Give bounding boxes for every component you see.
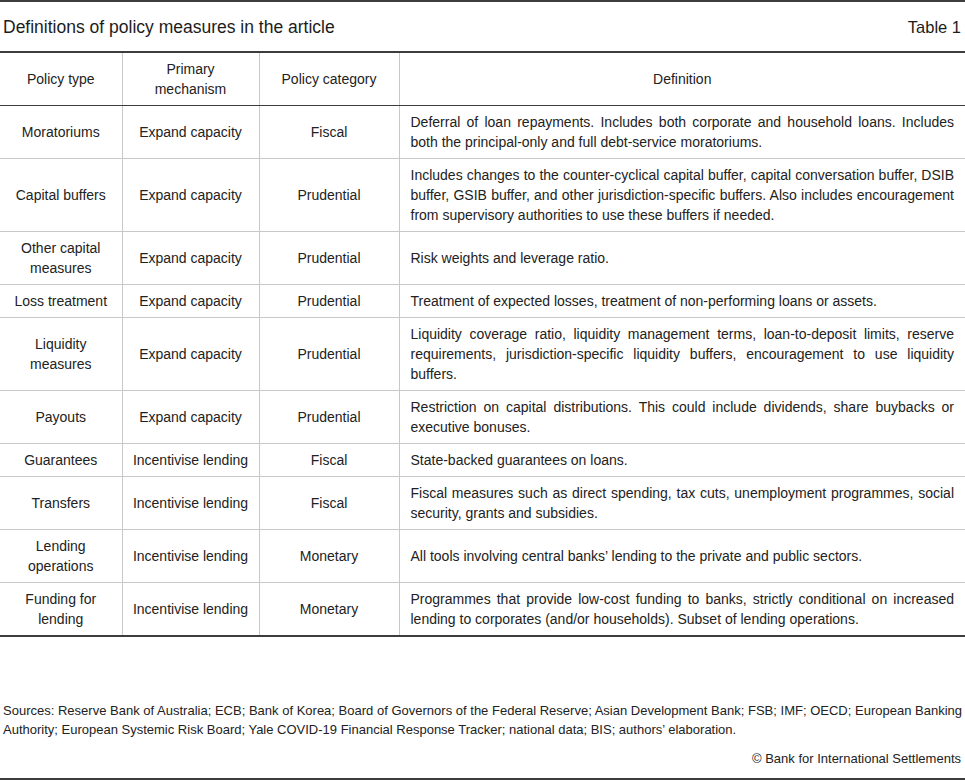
definition-cell: Liquidity coverage ratio, liquidity mana… (399, 318, 965, 391)
primary-mechanism-cell: Incentivise lending (122, 444, 259, 477)
table-row: Transfers Incentivise lending Fiscal Fis… (0, 477, 965, 530)
definition-cell: Deferral of loan repayments. Includes bo… (399, 106, 965, 159)
primary-mechanism-cell: Expand capacity (122, 391, 259, 444)
definition-cell: Risk weights and leverage ratio. (399, 232, 965, 285)
policy-category-cell: Prudential (259, 232, 399, 285)
table-row: Lending operations Incentivise lending M… (0, 530, 965, 583)
sources-note: Sources: Reserve Bank of Australia; ECB;… (0, 692, 965, 741)
table-row: Other capital measures Expand capacity P… (0, 232, 965, 285)
policy-category-cell: Monetary (259, 530, 399, 583)
policy-type-cell: Loss treatment (0, 285, 122, 318)
table-body: Moratoriums Expand capacity Fiscal Defer… (0, 106, 965, 637)
table-row: Liquidity measures Expand capacity Prude… (0, 318, 965, 391)
policy-type-cell: Other capital measures (0, 232, 122, 285)
table-row: Funding for lending Incentivise lending … (0, 583, 965, 637)
copyright-line: © Bank for International Settlements (0, 741, 965, 778)
definition-cell: Fiscal measures such as direct spending,… (399, 477, 965, 530)
definition-cell: Treatment of expected losses, treatment … (399, 285, 965, 318)
policy-type-cell: Guarantees (0, 444, 122, 477)
table-row: Capital buffers Expand capacity Prudenti… (0, 159, 965, 232)
table-header-row: Policy type Primary mechanism Policy cat… (0, 52, 965, 106)
table-row: Loss treatment Expand capacity Prudentia… (0, 285, 965, 318)
primary-mechanism-cell: Expand capacity (122, 106, 259, 159)
policy-category-cell: Prudential (259, 159, 399, 232)
table-number-label: Table 1 (908, 18, 961, 37)
primary-mechanism-cell: Expand capacity (122, 318, 259, 391)
primary-mechanism-cell: Incentivise lending (122, 530, 259, 583)
table-row: Payouts Expand capacity Prudential Restr… (0, 391, 965, 444)
header-cell-policy-category: Policy category (259, 52, 399, 106)
policy-category-cell: Fiscal (259, 477, 399, 530)
definition-cell: Programmes that provide low-cost funding… (399, 583, 965, 637)
policy-category-cell: Monetary (259, 583, 399, 637)
definition-cell: State-backed guarantees on loans. (399, 444, 965, 477)
policy-category-cell: Fiscal (259, 444, 399, 477)
policy-type-cell: Transfers (0, 477, 122, 530)
policy-category-cell: Prudential (259, 318, 399, 391)
header-cell-policy-type: Policy type (0, 52, 122, 106)
policy-type-cell: Moratoriums (0, 106, 122, 159)
policy-measures-table: Policy type Primary mechanism Policy cat… (0, 51, 965, 637)
definition-cell: Includes changes to the counter-cyclical… (399, 159, 965, 232)
policy-category-cell: Fiscal (259, 106, 399, 159)
title-row: Definitions of policy measures in the ar… (0, 2, 965, 51)
policy-type-cell: Lending operations (0, 530, 122, 583)
header-cell-primary-mechanism: Primary mechanism (122, 52, 259, 106)
definition-cell: Restriction on capital distributions. Th… (399, 391, 965, 444)
table-row: Guarantees Incentivise lending Fiscal St… (0, 444, 965, 477)
table-footer: Sources: Reserve Bank of Australia; ECB;… (0, 692, 965, 778)
policy-type-cell: Funding for lending (0, 583, 122, 637)
table-row: Moratoriums Expand capacity Fiscal Defer… (0, 106, 965, 159)
table-page: Definitions of policy measures in the ar… (0, 0, 965, 780)
page-title: Definitions of policy measures in the ar… (3, 17, 335, 38)
definition-cell: All tools involving central banks’ lendi… (399, 530, 965, 583)
policy-type-cell: Liquidity measures (0, 318, 122, 391)
policy-type-cell: Payouts (0, 391, 122, 444)
primary-mechanism-cell: Expand capacity (122, 285, 259, 318)
primary-mechanism-cell: Expand capacity (122, 159, 259, 232)
primary-mechanism-cell: Expand capacity (122, 232, 259, 285)
policy-category-cell: Prudential (259, 285, 399, 318)
header-cell-definition: Definition (399, 52, 965, 106)
policy-category-cell: Prudential (259, 391, 399, 444)
policy-type-cell: Capital buffers (0, 159, 122, 232)
primary-mechanism-cell: Incentivise lending (122, 477, 259, 530)
primary-mechanism-cell: Incentivise lending (122, 583, 259, 637)
